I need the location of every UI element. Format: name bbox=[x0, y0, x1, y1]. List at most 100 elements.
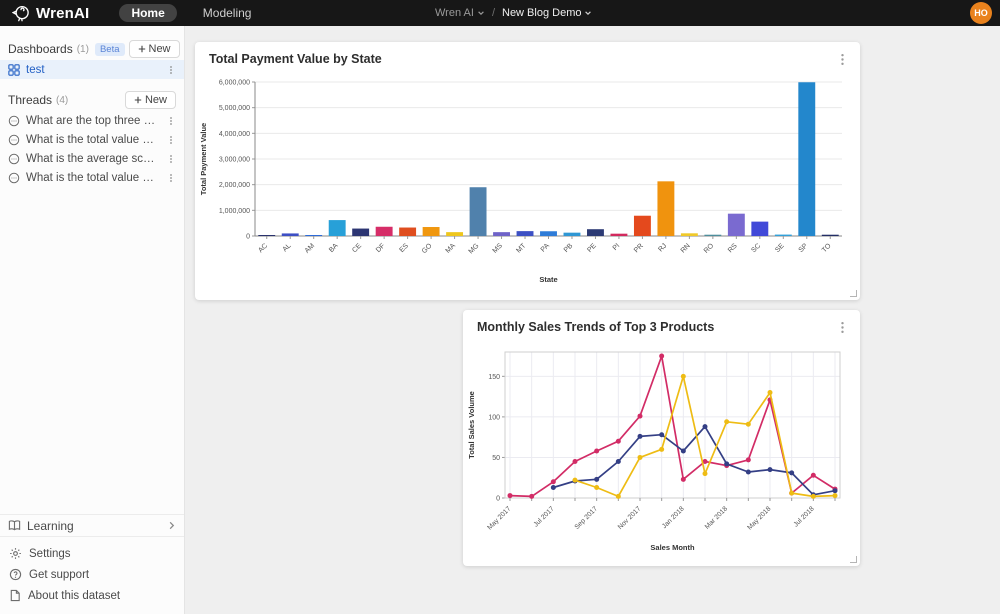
chat-bubble-icon bbox=[8, 115, 20, 127]
nav-tabs: Home Modeling bbox=[119, 4, 263, 22]
svg-text:RO: RO bbox=[703, 242, 716, 255]
dashboard-item-label: test bbox=[26, 63, 45, 76]
book-icon bbox=[8, 519, 21, 532]
svg-text:RJ: RJ bbox=[657, 242, 668, 253]
svg-text:DF: DF bbox=[375, 242, 387, 254]
line-chart: 0 50 100 150 May 2017 Jul 2017 Sep 2017 Nov 201… bbox=[463, 338, 860, 556]
plus-icon bbox=[138, 45, 146, 53]
svg-text:MG: MG bbox=[468, 242, 481, 255]
new-dashboard-label: New bbox=[148, 43, 171, 55]
breadcrumb: Wren AI / New Blog Demo bbox=[435, 0, 592, 26]
svg-text:2,000,000: 2,000,000 bbox=[219, 182, 250, 189]
learning-label: Learning bbox=[27, 518, 74, 533]
chart-card-payment-by-state[interactable]: Total Payment Value by State 0 1,000,000 2… bbox=[195, 42, 860, 300]
sidebar-item-thread-4[interactable]: What is the total value of paym... bbox=[0, 168, 184, 187]
chat-bubble-icon bbox=[8, 172, 20, 184]
svg-text:100: 100 bbox=[488, 414, 500, 421]
svg-text:4,000,000: 4,000,000 bbox=[219, 131, 250, 138]
more-icon[interactable] bbox=[166, 65, 176, 75]
svg-text:Total Payment Value: Total Payment Value bbox=[199, 123, 208, 195]
resize-handle-icon[interactable] bbox=[850, 290, 857, 297]
svg-text:5,000,000: 5,000,000 bbox=[219, 105, 250, 112]
svg-text:MT: MT bbox=[515, 242, 528, 255]
chart-title: Monthly Sales Trends of Top 3 Products bbox=[477, 320, 715, 334]
sidebar-item-learning[interactable]: Learning bbox=[0, 514, 184, 537]
question-circle-icon bbox=[9, 568, 22, 581]
sidebar-item-get-support[interactable]: Get support bbox=[0, 564, 184, 585]
card-more-icon[interactable] bbox=[837, 321, 848, 334]
svg-text:AM: AM bbox=[304, 242, 316, 254]
svg-text:PI: PI bbox=[612, 242, 622, 252]
wren-bird-logo-icon bbox=[12, 4, 30, 22]
user-avatar[interactable]: HO bbox=[970, 2, 992, 24]
svg-text:BA: BA bbox=[328, 242, 340, 254]
chevron-down-icon bbox=[584, 9, 592, 17]
more-icon[interactable] bbox=[166, 135, 176, 145]
dashboard-canvas: Total Payment Value by State 0 1,000,000 2… bbox=[185, 26, 1000, 614]
sidebar-item-thread-2[interactable]: What is the total value of paym... bbox=[0, 130, 184, 149]
svg-text:MA: MA bbox=[445, 242, 458, 255]
card-more-icon[interactable] bbox=[837, 53, 848, 66]
project-dropdown[interactable]: Wren AI bbox=[435, 7, 485, 19]
sidebar: Dashboards (1) Beta New test bbox=[0, 26, 185, 614]
chart-title: Total Payment Value by State bbox=[209, 52, 382, 66]
svg-text:SE: SE bbox=[774, 242, 786, 254]
sidebar-footer: Learning Settings Get support bbox=[0, 510, 184, 614]
new-thread-button[interactable]: New bbox=[124, 91, 176, 109]
svg-text:6,000,000: 6,000,000 bbox=[219, 80, 250, 87]
svg-text:50: 50 bbox=[492, 455, 500, 462]
more-icon[interactable] bbox=[166, 116, 176, 126]
svg-text:Jul 2017: Jul 2017 bbox=[533, 505, 556, 528]
new-dashboard-button[interactable]: New bbox=[128, 40, 180, 58]
svg-text:State: State bbox=[539, 275, 557, 284]
sidebar-item-thread-3[interactable]: What is the average score of r... bbox=[0, 149, 184, 168]
new-thread-label: New bbox=[144, 94, 167, 106]
chart-card-monthly-sales-trends[interactable]: Monthly Sales Trends of Top 3 Products 0… bbox=[463, 310, 860, 566]
dashboards-title: Dashboards bbox=[8, 42, 73, 56]
thread-label: What is the total value of paym... bbox=[26, 133, 160, 146]
svg-text:PB: PB bbox=[563, 242, 575, 254]
tab-modeling[interactable]: Modeling bbox=[202, 6, 252, 20]
svg-text:CE: CE bbox=[351, 242, 363, 254]
tab-home[interactable]: Home bbox=[119, 4, 177, 22]
sidebar-item-settings[interactable]: Settings bbox=[0, 543, 184, 564]
brand-name: WrenAI bbox=[36, 4, 90, 22]
thread-label: What is the average score of r... bbox=[26, 152, 160, 165]
svg-text:PR: PR bbox=[633, 242, 645, 254]
top-navbar: WrenAI Home Modeling Wren AI / New Blog … bbox=[0, 0, 1000, 26]
svg-text:RS: RS bbox=[727, 242, 739, 254]
beta-badge: Beta bbox=[94, 42, 125, 56]
svg-text:PA: PA bbox=[540, 242, 551, 253]
dataset-dropdown[interactable]: New Blog Demo bbox=[502, 7, 592, 19]
chat-bubble-icon bbox=[8, 134, 20, 146]
sidebar-item-about-dataset[interactable]: About this dataset bbox=[0, 585, 184, 606]
svg-text:RN: RN bbox=[680, 242, 692, 254]
svg-text:SC: SC bbox=[750, 242, 762, 254]
svg-text:0: 0 bbox=[496, 496, 500, 503]
svg-text:0: 0 bbox=[246, 234, 250, 241]
more-icon[interactable] bbox=[166, 154, 176, 164]
svg-text:PE: PE bbox=[586, 242, 598, 254]
threads-title: Threads bbox=[8, 93, 53, 107]
svg-text:Total Sales Volume: Total Sales Volume bbox=[467, 391, 476, 459]
more-icon[interactable] bbox=[166, 173, 176, 183]
settings-label: Settings bbox=[29, 547, 71, 560]
threads-count: (4) bbox=[56, 94, 69, 106]
thread-label: What is the total value of paym... bbox=[26, 171, 160, 184]
svg-text:Jul 2018: Jul 2018 bbox=[793, 505, 816, 528]
sidebar-item-thread-1[interactable]: What are the top three most p... bbox=[0, 111, 184, 130]
svg-text:ES: ES bbox=[398, 242, 410, 254]
about-dataset-label: About this dataset bbox=[28, 589, 121, 602]
dashboard-icon bbox=[8, 63, 20, 76]
sidebar-item-dashboard-test[interactable]: test bbox=[0, 60, 184, 79]
threads-header: Threads (4) New bbox=[0, 89, 184, 111]
svg-text:May 2017: May 2017 bbox=[486, 505, 512, 531]
brand[interactable]: WrenAI bbox=[12, 4, 89, 22]
svg-text:Mar 2018: Mar 2018 bbox=[704, 505, 729, 530]
dashboards-header: Dashboards (1) Beta New bbox=[0, 38, 184, 60]
resize-handle-icon[interactable] bbox=[850, 556, 857, 563]
thread-label: What are the top three most p... bbox=[26, 114, 160, 127]
svg-text:TO: TO bbox=[821, 242, 833, 254]
svg-text:MS: MS bbox=[492, 242, 505, 255]
plus-icon bbox=[134, 96, 142, 104]
